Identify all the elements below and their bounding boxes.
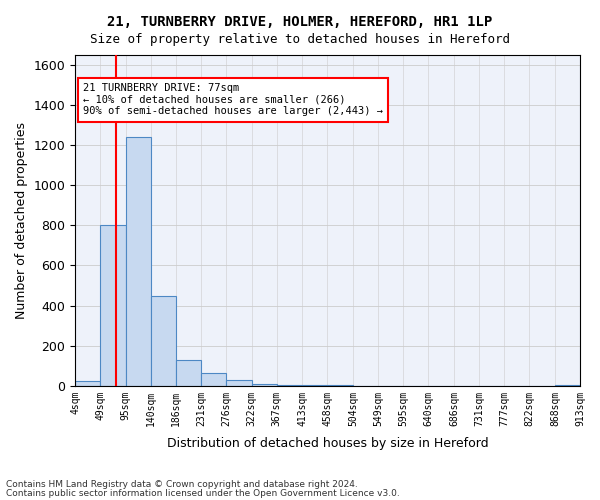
Bar [302,385,327,386]
Bar [252,384,277,386]
Text: Contains HM Land Registry data © Crown copyright and database right 2024.: Contains HM Land Registry data © Crown c… [6,480,358,489]
Y-axis label: Number of detached properties: Number of detached properties [15,122,28,319]
Bar [226,380,252,386]
Bar [277,385,302,386]
Text: 21 TURNBERRY DRIVE: 77sqm
← 10% of detached houses are smaller (266)
90% of semi: 21 TURNBERRY DRIVE: 77sqm ← 10% of detac… [83,83,383,116]
Bar [176,360,201,386]
Bar [555,385,580,386]
Bar [151,296,176,386]
X-axis label: Distribution of detached houses by size in Hereford: Distribution of detached houses by size … [167,437,488,450]
Bar [201,372,226,386]
Text: Size of property relative to detached houses in Hereford: Size of property relative to detached ho… [90,32,510,46]
Bar [100,226,125,386]
Bar [75,381,100,386]
Bar [125,137,151,386]
Text: Contains public sector information licensed under the Open Government Licence v3: Contains public sector information licen… [6,488,400,498]
Text: 21, TURNBERRY DRIVE, HOLMER, HEREFORD, HR1 1LP: 21, TURNBERRY DRIVE, HOLMER, HEREFORD, H… [107,15,493,29]
